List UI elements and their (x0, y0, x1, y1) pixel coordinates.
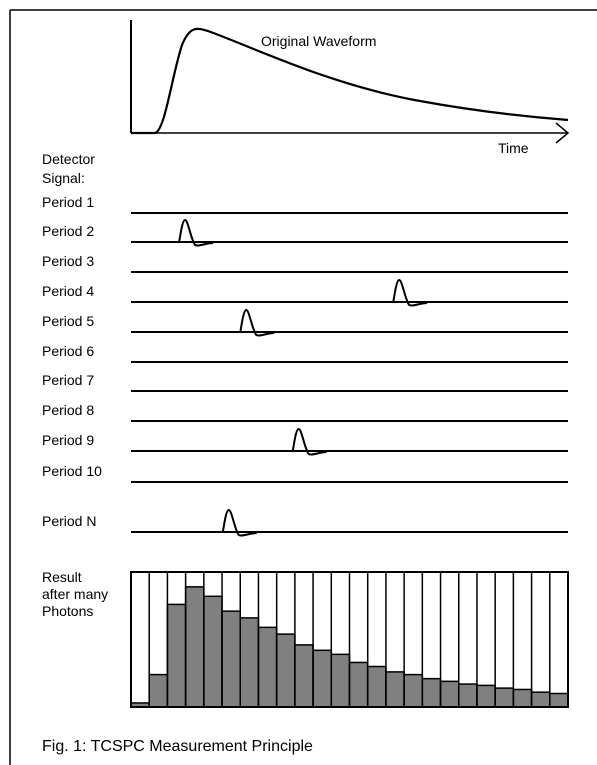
waveform-panel: Original Waveform Time (130, 20, 570, 156)
period-row: Period 5 (42, 308, 568, 337)
period-row: Period 10 (42, 463, 568, 483)
histogram-bar (312, 649, 333, 708)
histogram-bar (294, 644, 314, 708)
waveform-label: Original Waveform (261, 33, 376, 49)
histogram-bar (257, 626, 278, 708)
detector-label-line-2: Signal: (42, 170, 85, 186)
period-label: Period 2 (42, 223, 94, 239)
period-label: Period 10 (42, 463, 102, 479)
histogram-bar (330, 653, 351, 708)
photon-pulse (221, 508, 257, 537)
period-row: Period 3 (42, 253, 568, 273)
period-row: Period 2 (42, 218, 568, 247)
histogram-bar (275, 633, 296, 708)
histogram-bar (549, 692, 569, 708)
photon-pulse (392, 278, 428, 307)
period-label: Period 1 (42, 194, 94, 210)
detector-periods: Period 1 Period 2 Period 3 Period 4 Period 5… (42, 194, 568, 537)
histogram-bar (530, 691, 551, 708)
histogram-bar (512, 688, 533, 708)
histogram-bar (348, 661, 369, 708)
histogram-bar (421, 677, 442, 708)
period-label: Period 4 (42, 283, 94, 299)
histogram-bar (385, 671, 405, 708)
histogram-bar (148, 673, 169, 708)
histogram-bar (203, 595, 223, 708)
period-label: Period 3 (42, 253, 94, 269)
histogram-bar (494, 687, 515, 708)
photon-pulse (291, 427, 327, 456)
histogram-bar (184, 586, 205, 708)
time-label: Time (498, 140, 529, 156)
time-axis-arrowhead (555, 122, 570, 144)
histogram-bar (476, 684, 496, 708)
histogram-bar (439, 680, 460, 708)
period-row: Period 8 (42, 402, 568, 422)
result-histogram (130, 571, 569, 708)
period-label: Period 8 (42, 402, 94, 418)
histogram-bar (366, 665, 387, 708)
detector-label-line-1: Detector (42, 151, 95, 167)
period-row: Period 9 (42, 427, 568, 456)
histogram-bar (221, 610, 242, 708)
histogram-bar (239, 617, 260, 708)
result-label-line-2: after many (42, 586, 108, 602)
period-label: Period 7 (42, 372, 94, 388)
histogram-bar (403, 673, 424, 708)
histogram-border (130, 571, 569, 708)
result-label-line-3: Photons (42, 603, 93, 619)
histogram-bar (458, 683, 478, 708)
period-label: Period 5 (42, 313, 94, 329)
period-row: Period 1 (42, 194, 568, 214)
period-row: Period N (42, 508, 568, 537)
original-waveform-curve (131, 27, 569, 135)
period-row: Period 6 (42, 343, 568, 363)
period-row: Period 7 (42, 372, 568, 392)
photon-pulse (239, 308, 275, 337)
period-label: Period 6 (42, 343, 94, 359)
photon-pulse (178, 218, 214, 247)
figure-caption: Fig. 1: TCSPC Measurement Principle (42, 738, 313, 755)
period-label: Period N (42, 513, 96, 529)
histogram-bar (166, 603, 187, 708)
period-label: Period 9 (42, 432, 94, 448)
result-label-line-1: Result (42, 569, 82, 585)
period-row: Period 4 (42, 278, 568, 307)
